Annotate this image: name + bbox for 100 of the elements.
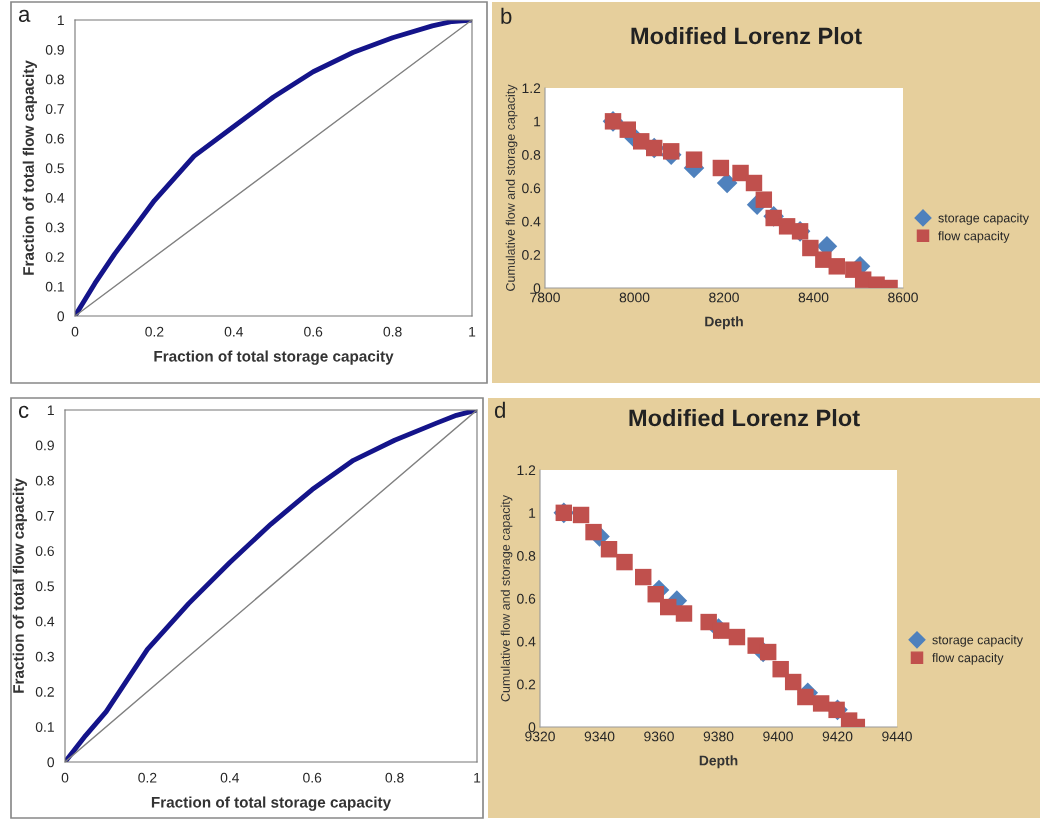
x-tick-label: 9320 [525,731,555,742]
point [802,239,819,257]
y-tick-label: 0.1 [35,722,54,732]
y-axis-title: Fraction of total flow capacity [12,478,27,693]
point [712,159,730,177]
point [759,643,777,661]
point [619,121,636,138]
x-tick-label: 0.2 [138,772,157,783]
y-axis-title: Fraction of total flow capacity [22,60,37,275]
text: d [494,401,505,418]
y-tick-label: 0.6 [522,183,541,194]
y-axis-title: Cumulative flow and storage capacity [505,84,518,291]
y-tick-label: 0.7 [35,510,54,521]
point [635,568,652,586]
x-axis-title: Depth [699,755,738,769]
y-tick-label: 0.3 [45,222,64,233]
x-tick-label: 8000 [619,292,650,303]
point [745,174,763,192]
y-tick-label: 0.8 [517,551,536,561]
chart-title: Modified Lorenz Plot [629,408,860,427]
y-tick-label: 0.8 [35,475,54,486]
point [660,598,677,616]
legend-label: flow capacity [932,653,1004,665]
x-axis-title: Fraction of total storage capacity [154,350,394,365]
y-tick-label: 0.4 [35,616,55,627]
point [728,628,746,646]
x-tick-label: 8600 [888,292,918,303]
point [675,605,693,622]
point [828,258,845,275]
y-tick-label: 1.2 [522,83,541,94]
y-tick-label: 1 [529,508,536,518]
point [616,553,633,571]
y-tick-label: 0.2 [522,250,541,260]
x-axis-title: Depth [705,316,743,330]
x-tick-label: 0.6 [304,326,323,337]
x-tick-label: 9340 [584,731,615,742]
y-tick-label: 0.5 [35,581,54,592]
x-tick-label: 9360 [644,731,674,742]
text: a [18,9,31,22]
chart-title: Modified Lorenz Plot [631,27,862,45]
text: b [501,7,512,24]
point [784,673,802,691]
x-tick-label: 0.8 [385,772,404,783]
y-tick-label: 0.2 [35,686,54,697]
legend-label: flow capacity [938,231,1010,243]
legend-label: storage capacity [938,213,1029,225]
x-tick-label: 0.2 [145,326,164,337]
y-tick-label: 0 [528,722,536,733]
point [732,164,749,182]
y-tick-label: 0.4 [45,192,65,203]
y-tick-label: 0.2 [517,679,536,690]
y-tick-label: 0.4 [517,636,536,647]
y-tick-label: 0.1 [45,281,64,292]
y-tick-label: 0.9 [35,440,54,451]
x-tick-label: 0.4 [224,326,244,337]
point [572,506,590,524]
x-tick-label: 9380 [703,731,734,742]
legend-label: storage capacity [932,635,1023,647]
x-tick-label: 9440 [882,731,912,742]
x-tick-label: 0.6 [303,772,322,783]
y-tick-label: 0 [57,311,65,322]
point [772,660,789,678]
point [812,695,830,712]
x-tick-label: 0.8 [383,326,402,337]
y-tick-label: 0.6 [45,133,64,144]
x-tick-label: 1 [474,772,481,783]
y-tick-label: 0 [47,757,55,768]
y-tick-label: 0.6 [517,593,536,604]
y-tick-label: 0.8 [522,150,541,160]
y-tick-label: 0.8 [45,74,64,85]
x-tick-label: 1 [469,326,476,337]
point [662,143,680,160]
point [712,622,730,639]
y-tick-label: 1 [47,405,54,416]
x-tick-label: 7800 [530,292,560,303]
y-tick-label: 0.7 [45,104,64,114]
text: c [18,405,29,418]
y-tick-label: 0.5 [45,163,64,174]
point [797,688,814,706]
y-tick-label: 0.2 [45,252,64,262]
point [716,172,738,194]
x-tick-label: 8200 [709,292,739,303]
y-tick-label: 0.6 [35,546,54,556]
point [685,151,703,168]
x-tick-label: 9420 [822,731,853,742]
y-axis-title: Cumulative flow and storage capacity [500,494,513,702]
line-series [75,20,472,316]
point [600,541,618,558]
line-series [65,410,477,762]
x-axis-title: Fraction of total storage capacity [151,796,392,811]
point [755,191,773,208]
x-tick-label: 8400 [798,292,829,303]
y-tick-label: 0.4 [522,216,541,227]
x-tick-label: 0.4 [220,772,240,783]
y-tick-label: 0 [533,283,541,294]
y-tick-label: 1 [57,15,64,26]
x-tick-label: 0 [71,326,79,337]
x-tick-label: 9400 [763,731,793,742]
point [647,586,664,603]
y-tick-label: 1 [534,116,541,127]
